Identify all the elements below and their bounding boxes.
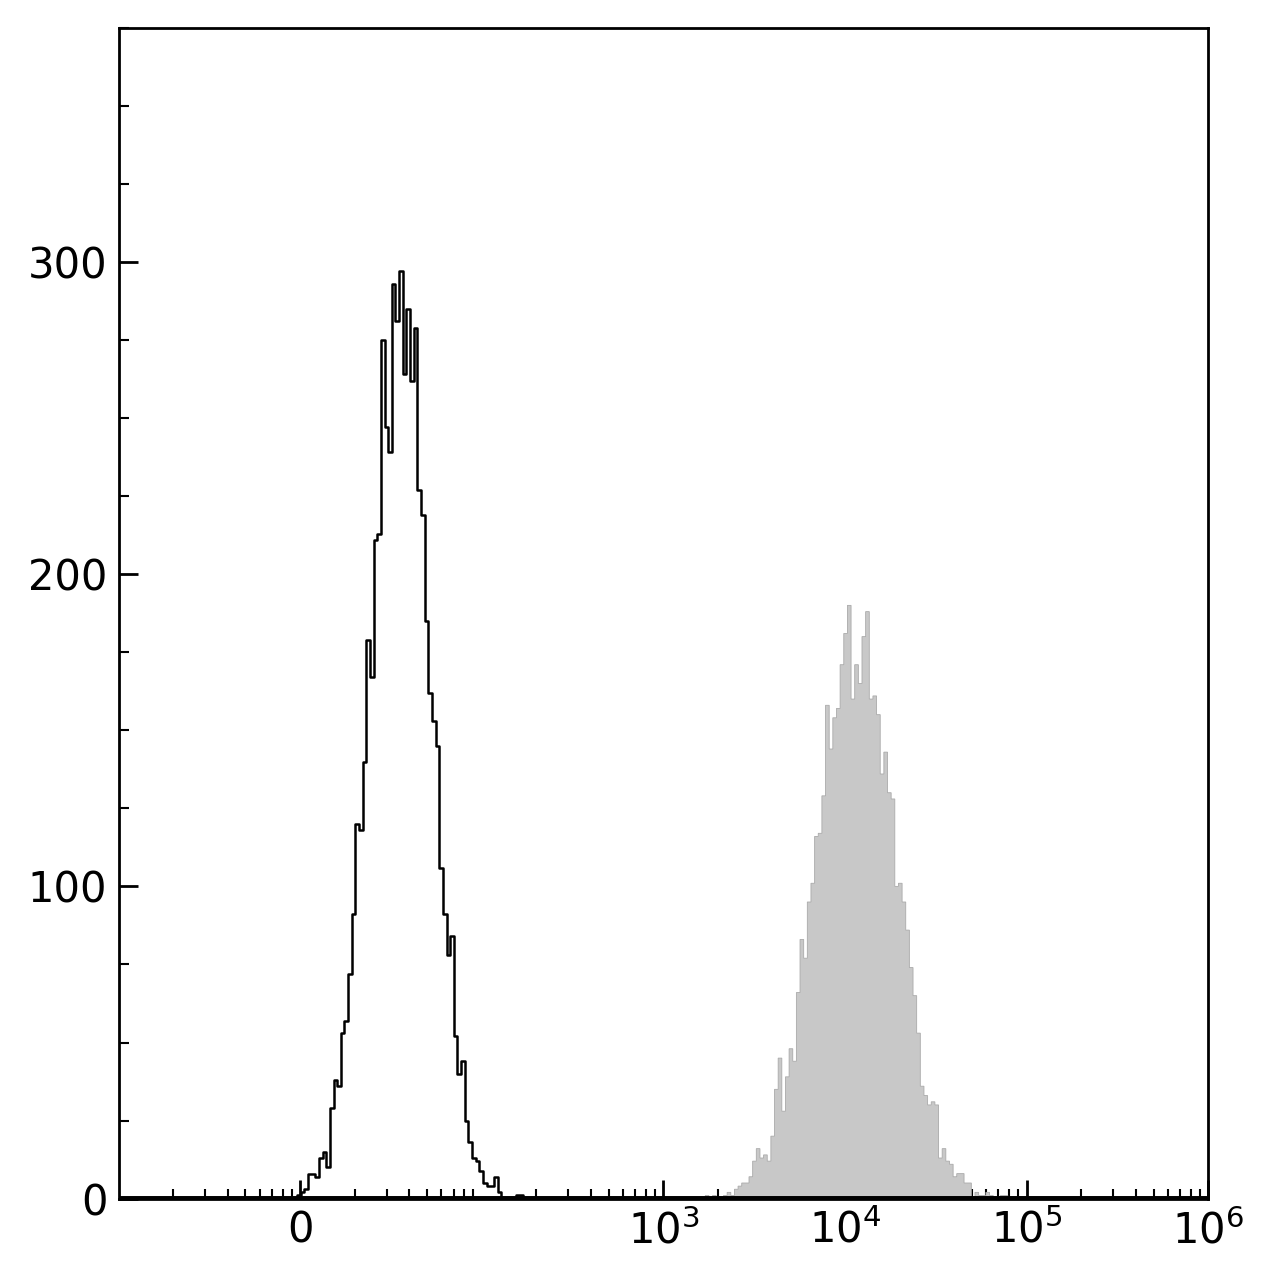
Polygon shape — [118, 605, 1208, 1198]
